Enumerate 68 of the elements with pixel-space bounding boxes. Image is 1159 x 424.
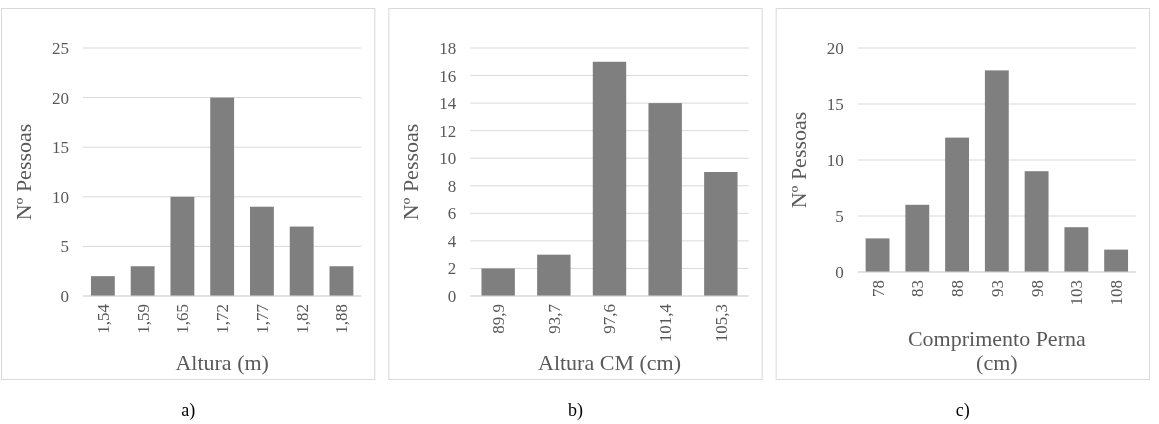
text: c) xyxy=(955,400,970,421)
bar xyxy=(210,97,235,296)
y-tick-label: 2 xyxy=(447,259,457,279)
y-tick-label: 10 xyxy=(52,187,69,207)
y-tick-label: 15 xyxy=(826,94,844,114)
x-tick-label: 78 xyxy=(868,280,888,297)
bar xyxy=(250,206,274,296)
bar xyxy=(130,266,155,296)
x-tick-label: 1,59 xyxy=(133,304,153,334)
y-tick-label: 25 xyxy=(52,38,69,58)
x-tick-label: 83 xyxy=(908,280,928,297)
x-tick-label: 1,82 xyxy=(292,304,312,334)
y-tick-label: 20 xyxy=(826,38,844,58)
bar xyxy=(905,204,930,272)
x-axis-title: Altura CM (cm) xyxy=(538,350,681,375)
y-tick-label: 5 xyxy=(60,237,69,257)
x-tick-label: 1,88 xyxy=(332,304,352,334)
x-tick-label: 108 xyxy=(1107,280,1127,306)
x-tick-label: 89,9 xyxy=(489,304,509,334)
bar xyxy=(648,103,682,296)
bar xyxy=(984,70,1009,272)
bar xyxy=(537,254,571,296)
y-axis-title: Nº Pessoas xyxy=(785,111,811,209)
y-tick-label: 10 xyxy=(439,149,457,169)
y-tick-label: 16 xyxy=(439,66,457,86)
bar xyxy=(1104,249,1129,272)
bar xyxy=(945,137,969,272)
x-tick-label: 1,54 xyxy=(93,303,113,334)
y-tick-label: 18 xyxy=(439,38,457,58)
bar xyxy=(865,238,890,272)
bar xyxy=(289,226,314,296)
x-tick-label: 101,4 xyxy=(656,303,676,343)
bar xyxy=(170,196,195,296)
y-tick-label: 6 xyxy=(447,204,457,224)
y-tick-label: 10 xyxy=(826,150,844,170)
y-tick-label: 8 xyxy=(447,176,457,196)
x-axis-title: Altura (m) xyxy=(175,350,269,375)
x-tick-label: 97,6 xyxy=(600,304,620,334)
bar xyxy=(1024,171,1049,272)
x-tick-label: 103 xyxy=(1067,280,1087,306)
y-tick-label: 0 xyxy=(60,286,69,306)
bar xyxy=(592,61,627,296)
bar xyxy=(481,268,515,296)
y-tick-label: 12 xyxy=(439,121,457,141)
y-axis-title: Nº Pessoas xyxy=(398,123,424,221)
y-tick-label: 0 xyxy=(835,262,844,282)
y-tick-label: 14 xyxy=(439,94,457,114)
x-tick-label: 1,65 xyxy=(173,304,193,334)
x-tick-label: 105,3 xyxy=(711,304,731,343)
x-tick-label: 98 xyxy=(1027,280,1047,297)
text: b) xyxy=(568,400,583,421)
x-tick-label: 93 xyxy=(987,280,1007,297)
x-tick-label: 93,7 xyxy=(544,303,564,334)
y-tick-label: 4 xyxy=(447,231,457,251)
y-tick-label: 0 xyxy=(447,286,457,306)
y-tick-label: 5 xyxy=(835,206,844,226)
bar xyxy=(704,172,738,296)
y-tick-label: 15 xyxy=(52,138,69,158)
x-tick-label: 88 xyxy=(948,280,968,297)
text: a) xyxy=(181,400,196,421)
bar xyxy=(90,276,115,296)
x-tick-label: 1,72 xyxy=(213,304,233,334)
bar xyxy=(329,266,354,296)
y-tick-label: 20 xyxy=(52,88,69,108)
y-axis-title: Nº Pessoas xyxy=(11,123,36,221)
x-tick-label: 1,77 xyxy=(252,303,272,334)
x-axis-title: Comprimento Perna (cm) xyxy=(907,326,1086,375)
bar xyxy=(1064,227,1089,272)
